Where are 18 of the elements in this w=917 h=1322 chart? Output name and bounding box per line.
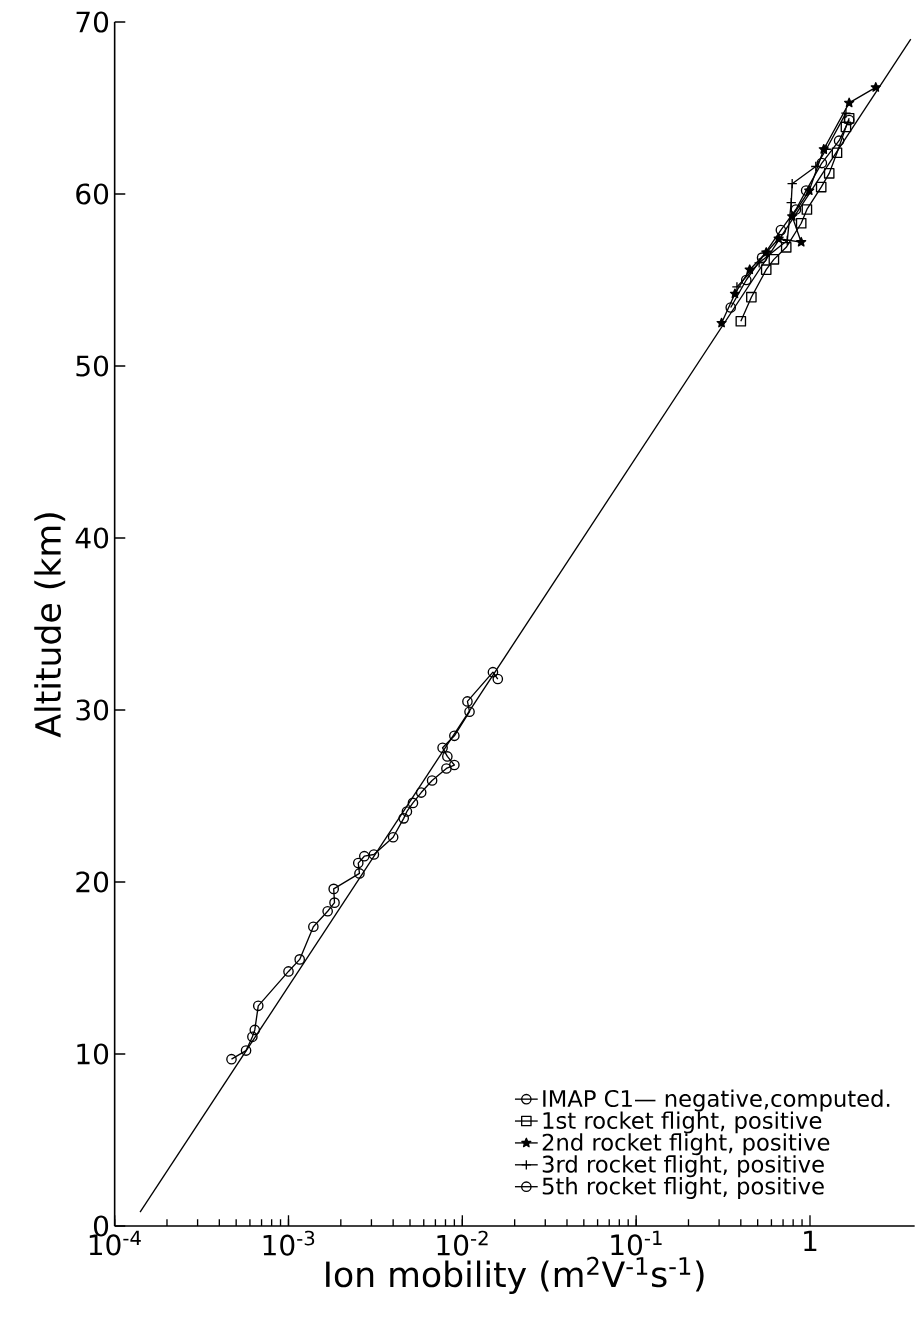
x-tick-label: 10$^{-1}$ xyxy=(611,1230,662,1256)
y-tick-label: 60 xyxy=(76,183,109,205)
x-tick-label: 10$^{-2}$ xyxy=(437,1230,488,1256)
legend-label: 1st rocket flight, positive xyxy=(543,1111,822,1134)
y-tick-label: 20 xyxy=(76,871,109,893)
y-tick-label: 30 xyxy=(76,699,109,721)
legend-label: 3rd rocket flight, positive xyxy=(542,1155,824,1178)
y-tick-label: 10 xyxy=(77,1043,109,1065)
x-tick-label: 1 xyxy=(804,1230,817,1252)
x-axis-title: Ion mobility (m$^{2}$V$^{-1}$s$^{-1}$) xyxy=(326,1256,704,1295)
y-tick-label: 50 xyxy=(76,355,109,377)
legend-label: IMAP C1— negative,computed. xyxy=(543,1089,890,1112)
legend-label: 5th rocket flight, positive xyxy=(542,1177,824,1200)
y-tick-label: 40 xyxy=(75,527,109,549)
y-tick-label: 70 xyxy=(76,11,109,33)
y-axis-title: Altitude (km) xyxy=(34,513,66,738)
legend-label: 2nd rocket flight, positive xyxy=(542,1133,830,1156)
x-tick-label: 10$^{-3}$ xyxy=(263,1230,315,1256)
